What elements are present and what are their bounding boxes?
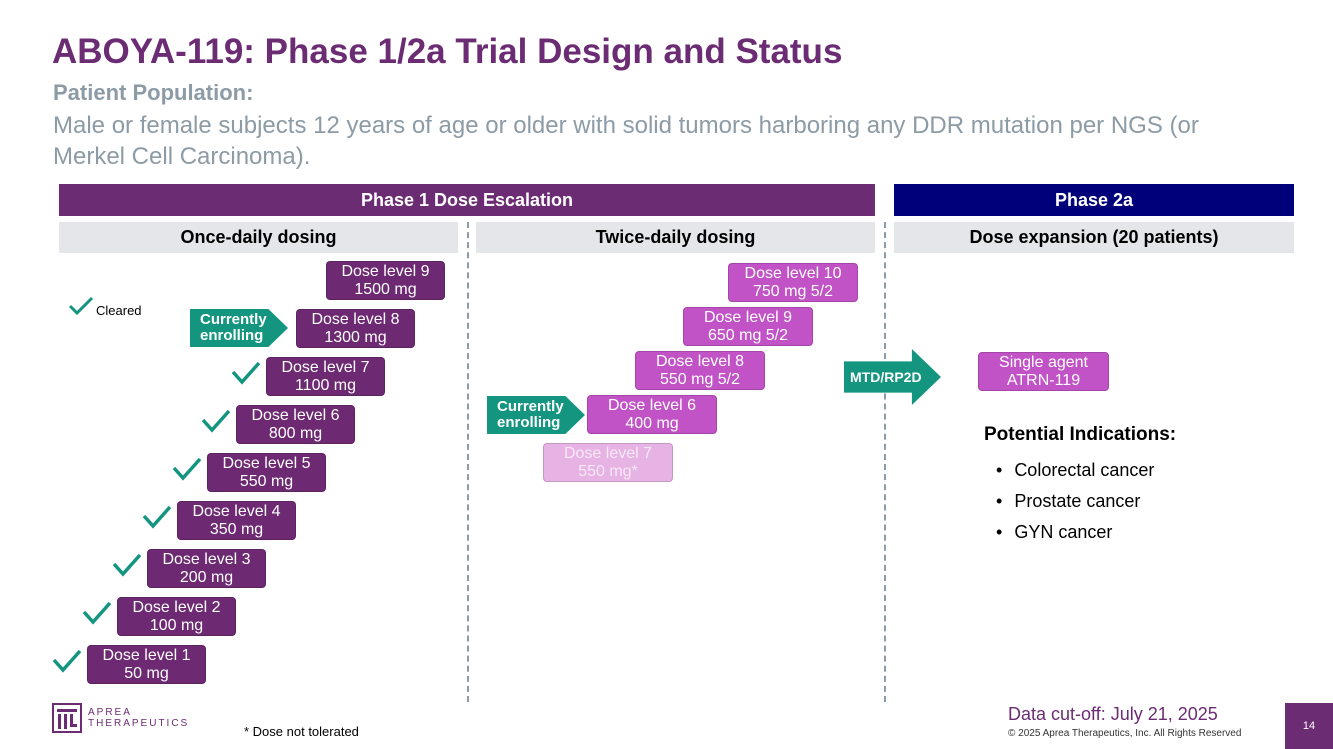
- check-icon: [201, 409, 231, 433]
- once-dose-3: Dose level 3 200 mg: [147, 549, 266, 588]
- once-enrolling-tag: Currently enrolling: [190, 309, 288, 347]
- twice-dose-9: Dose level 9 650 mg 5/2: [683, 307, 813, 346]
- phase2-header: Phase 2a: [894, 184, 1294, 216]
- once-dose-9: Dose level 9 1500 mg: [326, 261, 445, 300]
- once-daily-header: Once-daily dosing: [59, 222, 458, 253]
- indications-title: Potential Indications:: [984, 424, 1177, 445]
- list-item: Prostate cancer: [996, 486, 1154, 517]
- check-icon: [82, 601, 112, 625]
- once-dose-5: Dose level 5 550 mg: [207, 453, 326, 492]
- page-number: 14: [1285, 703, 1333, 749]
- twice-daily-header: Twice-daily dosing: [476, 222, 875, 253]
- once-dose-8: Dose level 8 1300 mg: [296, 309, 415, 348]
- population-label: Patient Population:: [53, 80, 254, 105]
- check-icon: [112, 553, 142, 577]
- indications-list: Colorectal cancer Prostate cancer GYN ca…: [996, 455, 1154, 548]
- aprea-logo: APREA THERAPEUTICS: [52, 703, 189, 733]
- once-dose-4: Dose level 4 350 mg: [177, 501, 296, 540]
- phase1-header: Phase 1 Dose Escalation: [59, 184, 875, 216]
- twice-dose-10: Dose level 10 750 mg 5/2: [728, 263, 858, 302]
- list-item: GYN cancer: [996, 517, 1154, 548]
- twice-dose-6: Dose level 6 400 mg: [587, 395, 717, 434]
- cleared-legend-label: Cleared: [96, 303, 142, 318]
- once-dose-1: Dose level 1 50 mg: [87, 645, 206, 684]
- logo-wordmark: APREA THERAPEUTICS: [88, 707, 190, 729]
- once-dose-2: Dose level 2 100 mg: [117, 597, 236, 636]
- cleared-check-icon: [68, 296, 94, 316]
- footnote: * Dose not tolerated: [244, 724, 359, 739]
- aprea-logo-icon: [52, 703, 82, 733]
- data-cutoff: Data cut-off: July 21, 2025: [1008, 704, 1218, 724]
- list-item: Colorectal cancer: [996, 455, 1154, 486]
- check-icon: [142, 505, 172, 529]
- single-agent-box: Single agent ATRN-119: [978, 352, 1109, 391]
- divider-right: [884, 222, 886, 702]
- twice-enrolling-tag: Currently enrolling: [487, 396, 585, 434]
- check-icon: [231, 361, 261, 385]
- mtd-rp2d-arrow: MTD/RP2D: [844, 349, 941, 405]
- twice-dose-7-not-tolerated: Dose level 7 550 mg*: [543, 443, 673, 482]
- divider-left: [467, 222, 469, 702]
- once-dose-7: Dose level 7 1100 mg: [266, 357, 385, 396]
- population-text: Male or female subjects 12 years of age …: [53, 112, 1199, 170]
- expansion-header: Dose expansion (20 patients): [894, 222, 1294, 253]
- check-icon: [172, 457, 202, 481]
- copyright: © 2025 Aprea Therapeutics, Inc. All Righ…: [1008, 728, 1242, 739]
- check-icon: [52, 649, 82, 673]
- slide-title: ABOYA-119: Phase 1/2a Trial Design and S…: [52, 32, 843, 71]
- once-dose-6: Dose level 6 800 mg: [236, 405, 355, 444]
- twice-dose-8: Dose level 8 550 mg 5/2: [635, 351, 765, 390]
